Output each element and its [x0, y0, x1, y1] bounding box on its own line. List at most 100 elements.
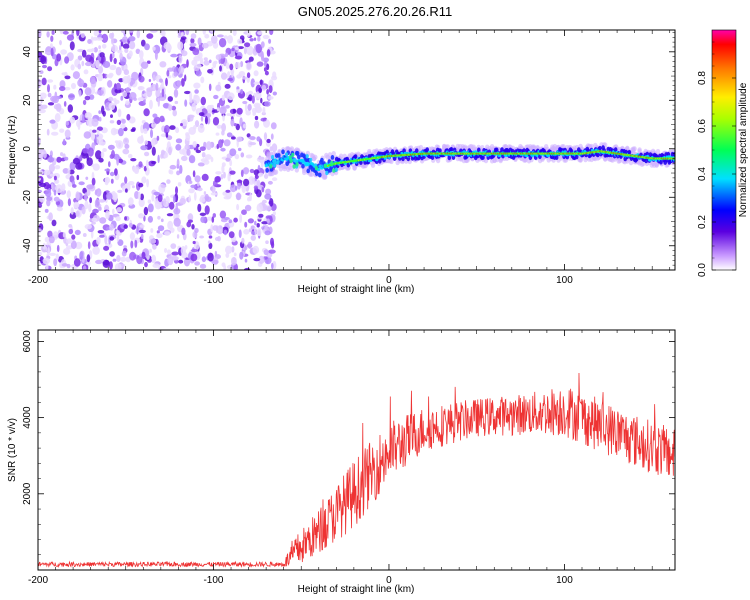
spectrogram-noise-blob [226, 113, 232, 117]
spectrogram-noise-blob [211, 259, 219, 265]
spectrogram-noise-blob [62, 138, 66, 146]
spectrogram-noise-blob [64, 56, 70, 64]
spectrogram-noise-blob [115, 82, 122, 91]
spectrogram-ridge-core [314, 171, 319, 177]
spectrogram-noise-blob [175, 144, 182, 151]
spectrogram-noise-blob [230, 118, 235, 127]
spectrogram-noise-blob [262, 106, 266, 114]
spectrogram-noise-blob [199, 146, 206, 151]
spectrogram-noise-blob [157, 225, 165, 232]
spectrogram-ridge-halo [641, 161, 646, 167]
spectrogram-noise-blob [171, 105, 177, 111]
spectrogram-noise-blob [227, 92, 235, 101]
spectrogram-noise-blob [86, 184, 94, 190]
spectrogram-noise-blob [87, 147, 94, 157]
spectrogram-noise-blob [163, 42, 171, 50]
spectrogram-noise-blob [125, 86, 130, 93]
spectrogram-noise-blob [255, 91, 262, 99]
spectrogram-noise-blob [214, 250, 218, 257]
spectrogram-noise-blob [114, 88, 122, 94]
spectrogram-noise-blob [74, 229, 81, 236]
spectrogram-noise-blob [156, 233, 163, 239]
spectrogram-noise-blob [143, 165, 147, 172]
spectrogram-noise-blob [125, 100, 130, 106]
spectrogram-noise-blob [84, 95, 91, 101]
spectrogram-ridge-core [522, 148, 526, 154]
chart-title: GN05.2025.276.20.26.R11 [298, 4, 452, 19]
spectrogram-ridge-core [330, 155, 335, 160]
spectrogram-noise-blob [236, 89, 241, 94]
spectrogram-noise-blob [155, 82, 159, 91]
spectrogram-noise-blob [38, 228, 42, 233]
spectrogram-noise-blob [87, 241, 91, 250]
spectrogram-noise-blob [167, 249, 171, 255]
top-x-axis-label: Height of straight line (km) [298, 284, 415, 295]
spectrogram-noise-blob [93, 30, 100, 37]
spectrogram-ridge-core [406, 156, 411, 162]
spectrogram-noise-blob [272, 71, 277, 79]
spectrogram-noise-blob [205, 141, 212, 151]
spectrogram-noise-blob [256, 223, 260, 228]
spectrogram-onset-blob [325, 170, 329, 176]
spectrogram-noise-blob [215, 132, 220, 136]
spectrogram-noise-blob [212, 61, 217, 69]
spectrogram-ridge-halo [263, 173, 269, 179]
spectrogram-noise-blob [236, 107, 243, 115]
spectrogram-noise-blob [63, 248, 71, 255]
spectrogram-noise-blob [138, 229, 146, 234]
spectrogram-noise-blob [197, 52, 203, 59]
spectrogram-noise-blob [89, 76, 96, 85]
spectrogram-noise-blob [96, 236, 101, 245]
spectrogram-noise-blob [150, 129, 153, 139]
spectrogram-noise-blob [76, 30, 80, 37]
spectrogram-noise-blob [108, 261, 113, 270]
spectrogram-noise-blob [218, 139, 223, 149]
spectrogram-noise-blob [267, 96, 274, 100]
spectrogram-noise-blob [102, 61, 111, 68]
spectrogram-noise-blob [138, 213, 145, 219]
spectrogram-noise-blob [261, 221, 269, 225]
spectrogram-noise-blob [59, 30, 64, 35]
spectrogram-noise-blob [53, 175, 57, 181]
spectrogram-noise-blob [42, 64, 47, 69]
spectrogram-noise-blob [55, 200, 61, 206]
spectrogram-noise-blob [42, 150, 47, 159]
spectrogram-ridge-core [353, 154, 358, 160]
spectrogram-noise-blob [108, 74, 113, 79]
spectrogram-noise-blob [232, 30, 237, 36]
spectrogram-noise-blob [199, 212, 207, 216]
spectrogram-noise-blob [97, 230, 105, 234]
spectrogram-noise-blob [229, 148, 237, 157]
spectrogram-noise-blob [172, 195, 176, 204]
spectrogram-ridge-core [401, 156, 405, 162]
spectrogram-noise-blob [256, 228, 262, 237]
spectrogram-noise-blob [137, 191, 141, 200]
spectrogram-onset-blob [334, 167, 338, 172]
spectrogram-noise-blob [51, 30, 55, 35]
spectrogram-noise-blob [227, 77, 233, 82]
spectrogram-noise-blob [256, 61, 264, 67]
spectrogram-noise-blob [97, 73, 103, 82]
spectrogram-noise-blob [72, 71, 80, 80]
spectrogram-noise-blob [271, 177, 278, 182]
spectrogram-noise-blob [47, 84, 50, 93]
spectrogram-noise-blob [219, 106, 227, 115]
bottom-y-axis-label: SNR (10 * v/v) [7, 418, 18, 482]
spectrogram-noise-blob [256, 136, 261, 142]
spectrogram-noise-blob [198, 112, 205, 117]
spectrogram-noise-blob [45, 263, 49, 270]
spectrogram-noise-blob [210, 224, 214, 233]
spectrogram-noise-blob [220, 173, 224, 180]
spectrogram-noise-blob [151, 194, 155, 202]
spectrogram-noise-blob [102, 259, 110, 268]
spectrogram-noise-blob [244, 103, 248, 112]
spectrogram-noise-blob [220, 72, 228, 80]
spectrogram-noise-blob [121, 250, 127, 257]
spectrogram-noise-blob [81, 49, 87, 58]
spectrogram-noise-blob [269, 198, 274, 207]
spectrogram-noise-blob [201, 42, 209, 49]
spectrogram-noise-blob [39, 82, 42, 87]
spectrogram-noise-blob [233, 123, 237, 127]
spectrogram-noise-blob [229, 184, 237, 193]
spectrogram-noise-blob [46, 31, 50, 38]
